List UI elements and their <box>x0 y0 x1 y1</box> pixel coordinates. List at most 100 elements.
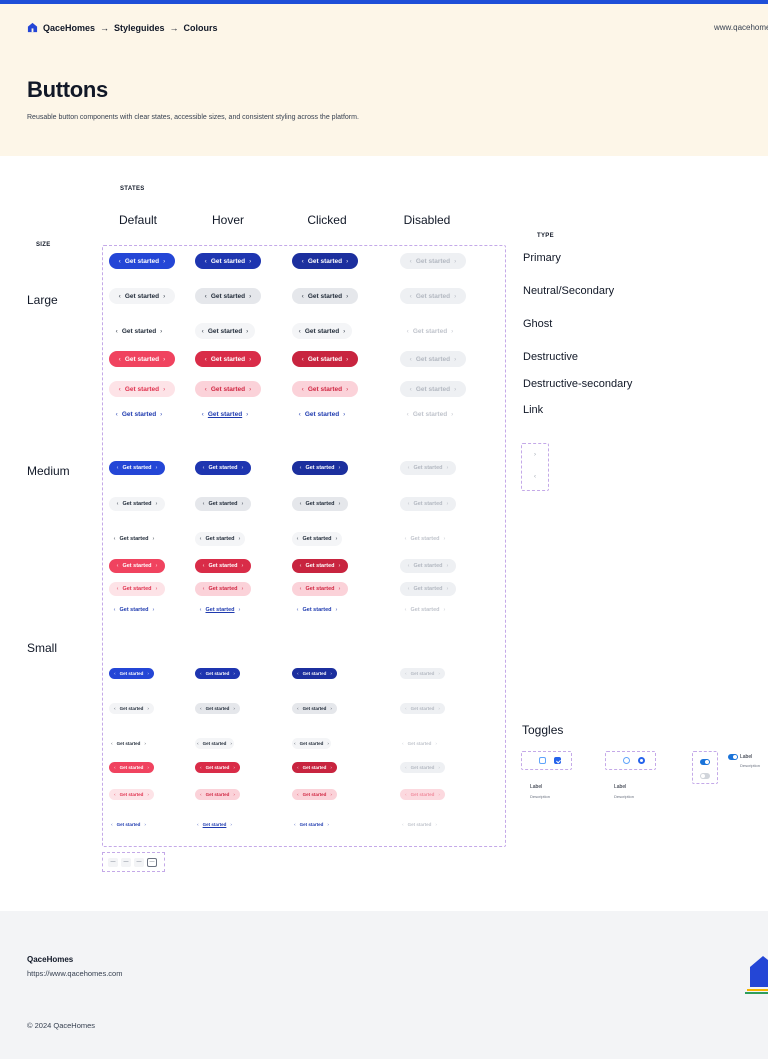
button-label: Get started <box>202 740 227 746</box>
checkbox-checked[interactable] <box>554 757 561 764</box>
chevron-right-icon: › <box>327 740 329 746</box>
ghost-button-disabled-l[interactable]: ‹ Get started › <box>400 323 460 339</box>
destructive-button-default-m[interactable]: ‹ Get started › <box>109 559 165 573</box>
neutral-button-clicked-s[interactable]: ‹ Get started › <box>292 702 337 714</box>
mini-button-selected[interactable]: — <box>147 857 157 867</box>
switch-on[interactable] <box>700 759 710 765</box>
breadcrumb-home[interactable]: QaceHomes <box>43 22 96 33</box>
neutral-button-default-s[interactable]: ‹ Get started › <box>109 702 154 714</box>
mini-button[interactable]: — <box>108 857 118 867</box>
ghost-button-clicked-m[interactable]: ‹ Get started › <box>292 532 342 546</box>
destructive-button-disabled-l[interactable]: ‹ Get started › <box>400 351 466 367</box>
link-button-clicked-l[interactable]: ‹ Get started › <box>292 406 352 422</box>
neutral-button-clicked-l[interactable]: ‹ Get started › <box>292 288 358 304</box>
primary-button-default-l[interactable]: ‹ Get started › <box>109 253 175 269</box>
primary-button-hover-s[interactable]: ‹ Get started › <box>195 667 240 679</box>
destructive-secondary-button-default-l[interactable]: ‹ Get started › <box>109 381 175 397</box>
ghost-button-disabled-m[interactable]: ‹ Get started › <box>400 532 450 546</box>
primary-button-disabled-s[interactable]: ‹ Get started › <box>400 667 445 679</box>
destructive-button-default-s[interactable]: ‹ Get started › <box>109 761 154 773</box>
destructive-button-default-l[interactable]: ‹ Get started › <box>109 351 175 367</box>
destructive-secondary-button-hover-m[interactable]: ‹ Get started › <box>195 582 251 596</box>
chevron-left-icon: ‹ <box>114 670 116 676</box>
button-label: Get started <box>410 536 440 542</box>
radio-unselected[interactable] <box>623 757 630 764</box>
destructive-secondary-button-clicked-m[interactable]: ‹ Get started › <box>292 582 348 596</box>
primary-button-clicked-m[interactable]: ‹ Get started › <box>292 461 348 475</box>
primary-button-clicked-l[interactable]: ‹ Get started › <box>292 253 358 269</box>
link-button-default-l[interactable]: ‹ Get started › <box>109 406 169 422</box>
destructive-button-clicked-m[interactable]: ‹ Get started › <box>292 559 348 573</box>
mini-button[interactable]: — <box>134 857 144 867</box>
neutral-button-disabled-l[interactable]: ‹ Get started › <box>400 288 466 304</box>
neutral-button-clicked-m[interactable]: ‹ Get started › <box>292 497 348 511</box>
radio-selected[interactable] <box>638 757 645 764</box>
chevron-left-icon: ‹ <box>116 586 119 592</box>
destructive-secondary-button-disabled-l[interactable]: ‹ Get started › <box>400 381 466 397</box>
ghost-button-clicked-s[interactable]: ‹ Get started › <box>292 737 331 749</box>
link-button-hover-s[interactable]: ‹ Get started › <box>195 819 234 830</box>
neutral-button-hover-s[interactable]: ‹ Get started › <box>195 702 240 714</box>
neutral-button-default-m[interactable]: ‹ Get started › <box>109 497 165 511</box>
link-button-hover-l[interactable]: ‹ Get started › <box>195 406 255 422</box>
primary-button-default-m[interactable]: ‹ Get started › <box>109 461 165 475</box>
checkbox-unchecked[interactable] <box>539 757 546 764</box>
switch-with-label[interactable] <box>728 754 738 760</box>
primary-button-hover-l[interactable]: ‹ Get started › <box>195 253 261 269</box>
footer-url[interactable]: https://www.qacehomes.com <box>27 969 123 978</box>
primary-button-hover-m[interactable]: ‹ Get started › <box>195 461 251 475</box>
destructive-secondary-button-disabled-s[interactable]: ‹ Get started › <box>400 788 445 800</box>
chevron-left-icon: ‹ <box>404 607 407 613</box>
link-button-disabled-l[interactable]: ‹ Get started › <box>400 406 460 422</box>
destructive-button-hover-m[interactable]: ‹ Get started › <box>195 559 251 573</box>
destructive-secondary-button-clicked-s[interactable]: ‹ Get started › <box>292 788 337 800</box>
type-header-primary: Primary <box>523 252 561 264</box>
destructive-secondary-button-hover-l[interactable]: ‹ Get started › <box>195 381 261 397</box>
link-button-disabled-s[interactable]: ‹ Get started › <box>400 819 439 830</box>
neutral-button-default-l[interactable]: ‹ Get started › <box>109 288 175 304</box>
destructive-secondary-button-default-m[interactable]: ‹ Get started › <box>109 582 165 596</box>
site-url[interactable]: www.qacehomes <box>714 23 768 32</box>
chevron-right-icon: › <box>249 257 252 265</box>
chevron-right-icon: › <box>233 705 235 711</box>
link-button-clicked-s[interactable]: ‹ Get started › <box>292 819 331 830</box>
mini-button[interactable]: — <box>121 857 131 867</box>
ghost-button-hover-l[interactable]: ‹ Get started › <box>195 323 255 339</box>
ghost-button-default-m[interactable]: ‹ Get started › <box>109 532 159 546</box>
destructive-button-disabled-s[interactable]: ‹ Get started › <box>400 761 445 773</box>
ghost-button-disabled-s[interactable]: ‹ Get started › <box>400 738 439 749</box>
ghost-button-hover-s[interactable]: ‹ Get started › <box>195 737 234 749</box>
destructive-button-clicked-l[interactable]: ‹ Get started › <box>292 351 358 367</box>
destructive-secondary-button-hover-s[interactable]: ‹ Get started › <box>195 788 240 800</box>
destructive-secondary-button-disabled-m[interactable]: ‹ Get started › <box>400 582 456 596</box>
primary-button-disabled-l[interactable]: ‹ Get started › <box>400 253 466 269</box>
destructive-button-clicked-s[interactable]: ‹ Get started › <box>292 761 337 773</box>
destructive-button-hover-l[interactable]: ‹ Get started › <box>195 351 261 367</box>
primary-button-disabled-m[interactable]: ‹ Get started › <box>400 461 456 475</box>
link-button-default-s[interactable]: ‹ Get started › <box>109 819 148 830</box>
ghost-button-default-s[interactable]: ‹ Get started › <box>109 738 148 749</box>
ghost-button-clicked-l[interactable]: ‹ Get started › <box>292 323 352 339</box>
link-button-hover-m[interactable]: ‹ Get started › <box>195 603 245 617</box>
neutral-button-hover-m[interactable]: ‹ Get started › <box>195 497 251 511</box>
switch-off[interactable] <box>700 773 710 779</box>
neutral-button-hover-l[interactable]: ‹ Get started › <box>195 288 261 304</box>
chevron-right-icon: › <box>338 465 341 471</box>
link-button-default-m[interactable]: ‹ Get started › <box>109 603 159 617</box>
destructive-button-disabled-m[interactable]: ‹ Get started › <box>400 559 456 573</box>
neutral-button-disabled-m[interactable]: ‹ Get started › <box>400 497 456 511</box>
chevron-right-icon: › <box>346 355 349 363</box>
link-button-clicked-m[interactable]: ‹ Get started › <box>292 603 342 617</box>
primary-button-clicked-s[interactable]: ‹ Get started › <box>292 667 337 679</box>
primary-button-default-s[interactable]: ‹ Get started › <box>109 667 154 679</box>
breadcrumb-styleguides[interactable]: Styleguides <box>114 22 165 33</box>
ghost-button-default-l[interactable]: ‹ Get started › <box>109 323 169 339</box>
link-button-disabled-m[interactable]: ‹ Get started › <box>400 603 450 617</box>
destructive-secondary-button-clicked-l[interactable]: ‹ Get started › <box>292 381 358 397</box>
destructive-secondary-button-default-s[interactable]: ‹ Get started › <box>109 788 154 800</box>
destructive-button-hover-s[interactable]: ‹ Get started › <box>195 761 240 773</box>
page-title: Buttons <box>27 77 108 102</box>
breadcrumb-colours[interactable]: Colours <box>183 22 218 33</box>
neutral-button-disabled-s[interactable]: ‹ Get started › <box>400 702 445 714</box>
ghost-button-hover-m[interactable]: ‹ Get started › <box>195 532 245 546</box>
